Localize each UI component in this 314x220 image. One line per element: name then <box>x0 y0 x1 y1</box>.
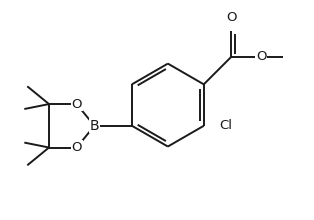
Text: Cl: Cl <box>219 119 233 132</box>
Text: O: O <box>71 141 82 154</box>
Text: O: O <box>71 98 82 111</box>
Text: B: B <box>89 119 99 133</box>
Text: O: O <box>256 50 266 63</box>
Text: O: O <box>226 11 237 24</box>
